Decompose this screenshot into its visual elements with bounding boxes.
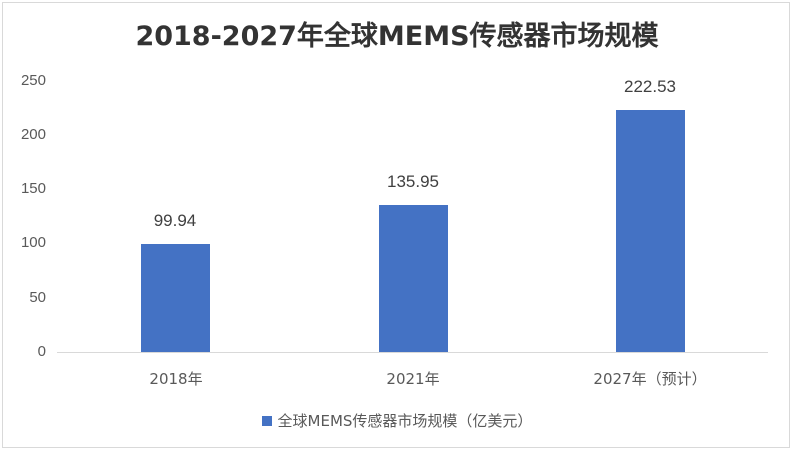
bar-2018 <box>141 244 210 352</box>
data-label-2021: 135.95 <box>387 172 439 191</box>
y-tick-150: 150 <box>20 180 46 197</box>
y-tick-100: 100 <box>20 234 46 251</box>
x-label-2021: 2021年 <box>386 370 440 388</box>
chart-title: 2018-2027年全球MEMS传感器市场规模 <box>135 21 659 52</box>
y-tick-50: 50 <box>29 289 46 306</box>
x-axis-line <box>57 352 768 353</box>
bar-2027 <box>616 110 685 352</box>
legend: 全球MEMS传感器市场规模（亿美元） <box>0 410 794 431</box>
data-label-2018: 99.94 <box>153 211 197 230</box>
y-tick-250: 250 <box>20 72 46 89</box>
y-tick-0: 0 <box>37 343 46 360</box>
y-tick-200: 200 <box>20 126 46 143</box>
data-label-2027: 222.53 <box>624 77 676 96</box>
bar-2021 <box>379 205 448 352</box>
x-label-2018: 2018年 <box>149 370 203 388</box>
legend-label: 全球MEMS传感器市场规模（亿美元） <box>277 412 533 430</box>
legend-swatch-icon <box>261 415 272 426</box>
x-label-2027: 2027年（预计） <box>593 370 707 388</box>
